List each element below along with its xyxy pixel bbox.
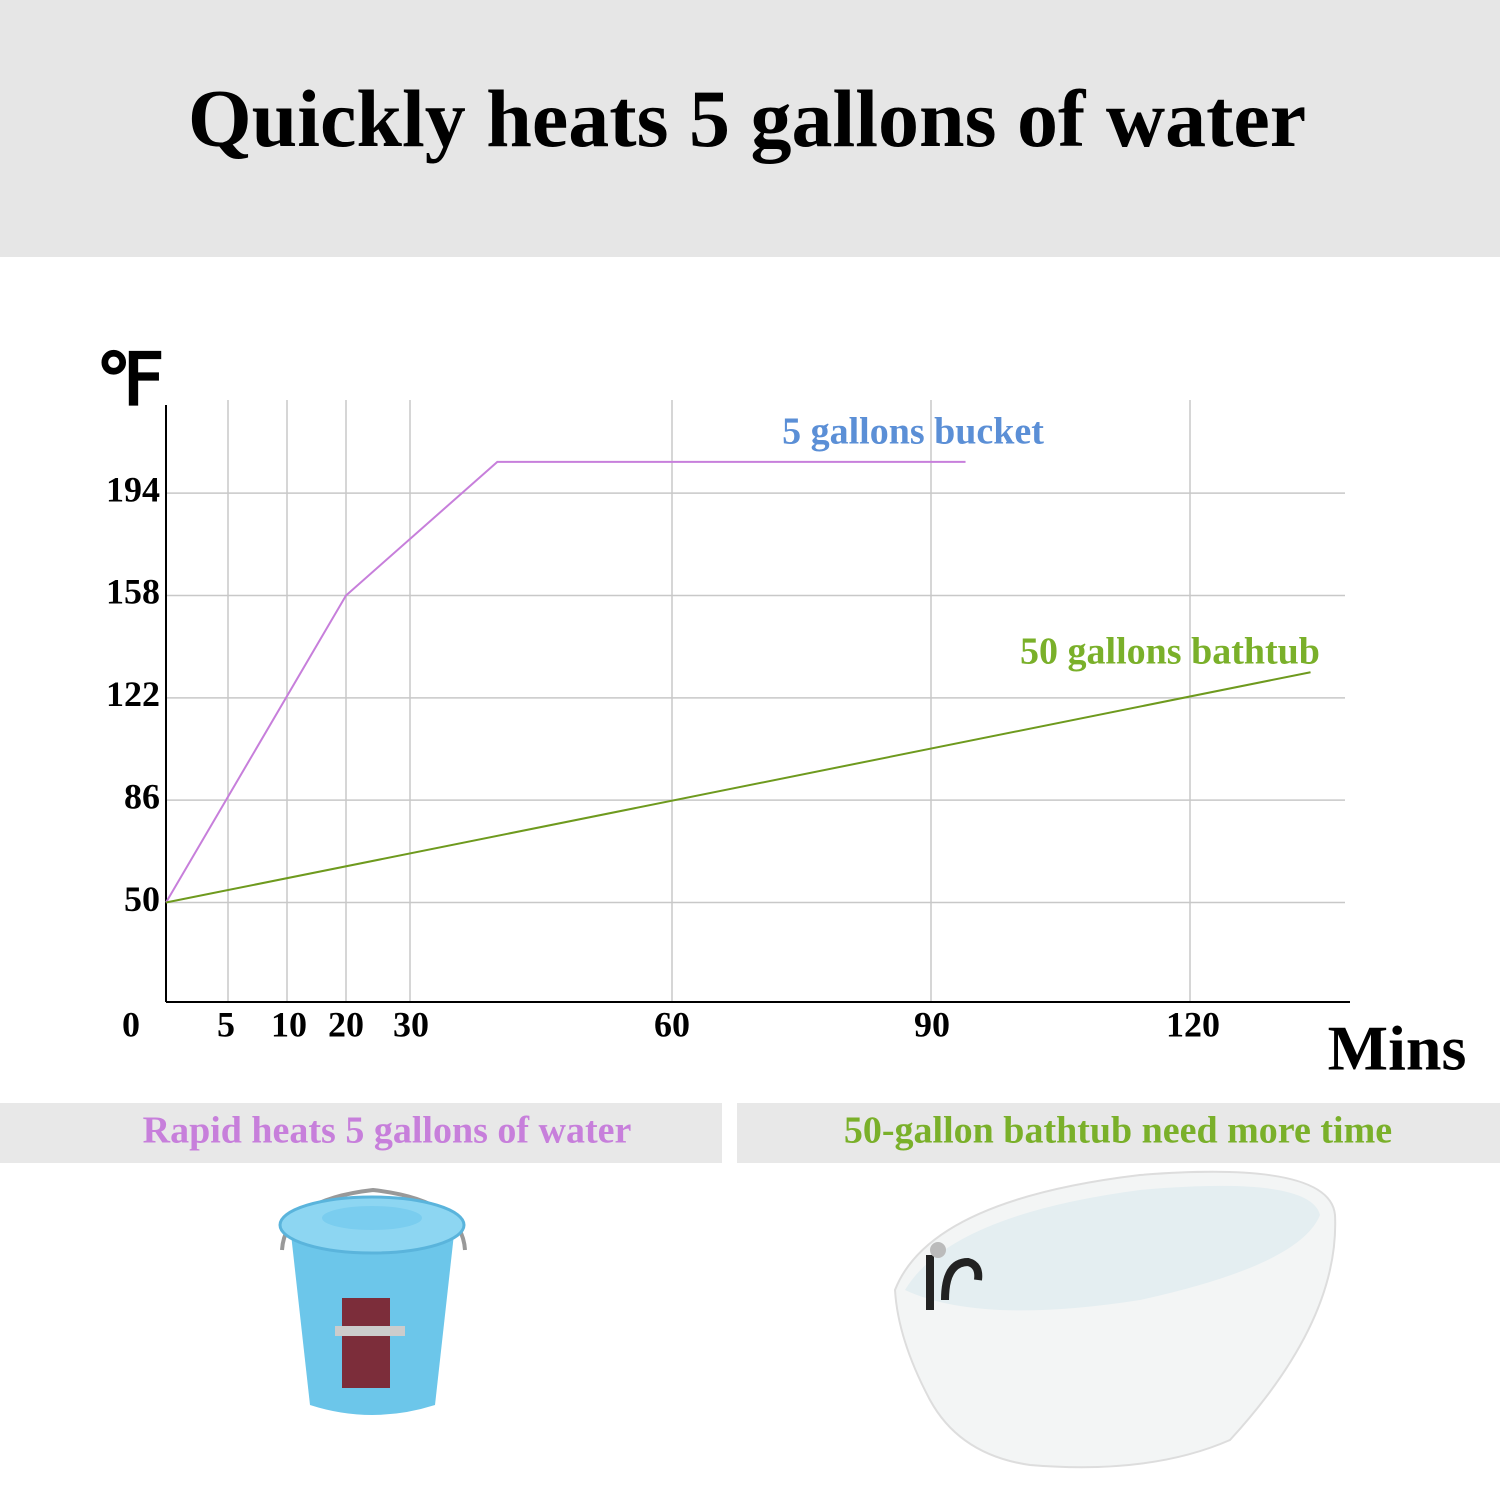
- header-band: [0, 0, 1500, 257]
- bucket-image: [278, 1187, 467, 1415]
- x-axis-label: Mins: [1328, 1013, 1467, 1084]
- series-label: 5 gallons bucket: [782, 411, 1044, 453]
- x-tick-label: 5: [217, 1004, 235, 1044]
- x-tick-label: 60: [654, 1004, 690, 1044]
- x-tick-label: 120: [1166, 1004, 1220, 1044]
- y-tick-label: 86: [124, 776, 160, 816]
- series-line: [165, 460, 966, 904]
- y-axis-label: ℉: [96, 341, 165, 421]
- series-line: [165, 671, 1311, 904]
- y-tick-label: 122: [106, 674, 160, 714]
- x-tick-label: 90: [914, 1004, 950, 1044]
- page-title: Quickly heats 5 gallons of water: [188, 73, 1306, 164]
- x-tick-label: 20: [328, 1004, 364, 1044]
- series-label: 50 gallons bathtub: [1020, 631, 1320, 673]
- x-tick-label: 10: [271, 1004, 307, 1044]
- x-tick-label: 30: [393, 1004, 429, 1044]
- caption: Rapid heats 5 gallons of water: [143, 1110, 632, 1152]
- x-tick-label: 0: [122, 1004, 140, 1044]
- y-tick-label: 50: [124, 879, 160, 919]
- bathtub-image: [893, 1170, 1337, 1469]
- caption: 50-gallon bathtub need more time: [844, 1110, 1392, 1152]
- caption-band: [0, 1103, 722, 1163]
- y-tick-label: 194: [106, 469, 160, 509]
- y-tick-label: 158: [106, 572, 160, 612]
- caption-band: [737, 1103, 1500, 1163]
